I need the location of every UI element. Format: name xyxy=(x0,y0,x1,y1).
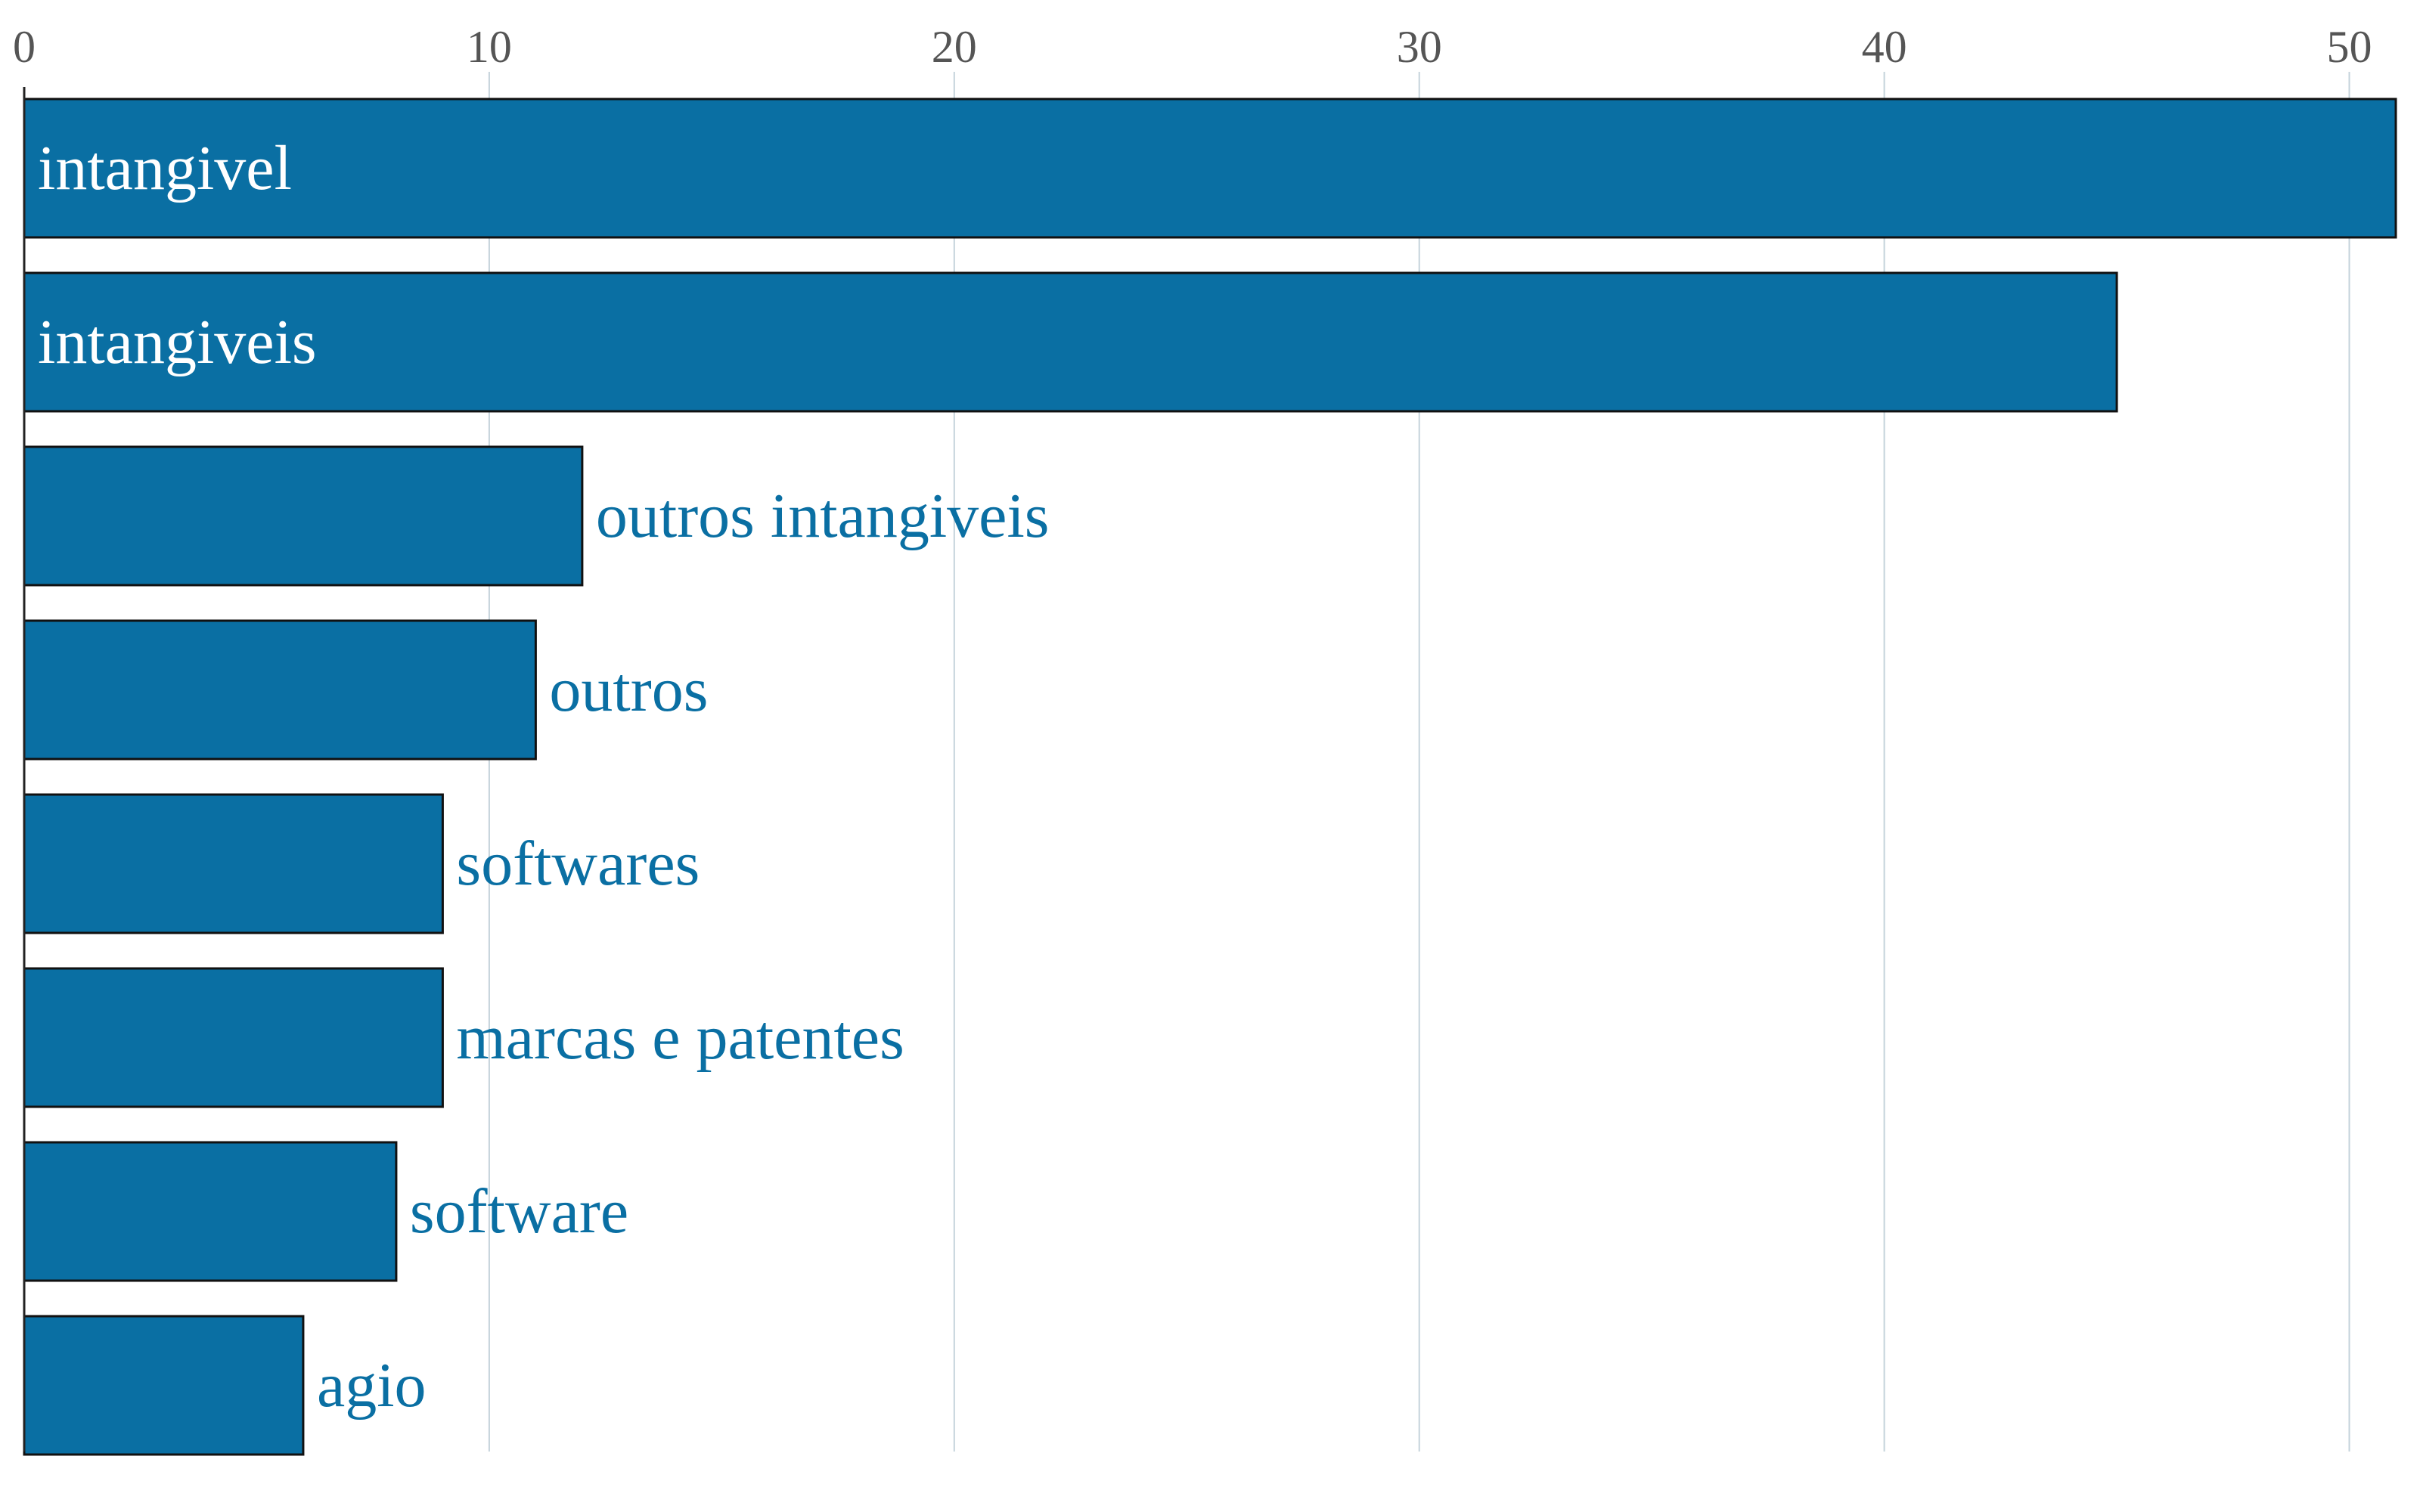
bar-3 xyxy=(23,619,537,761)
bar-label-2: outros intangiveis xyxy=(596,481,1050,551)
bar-label-6: software xyxy=(410,1176,628,1247)
x-tick-label-10: 10 xyxy=(467,22,512,72)
bar-1 xyxy=(23,271,2118,413)
x-tick-label-50: 50 xyxy=(2327,22,2372,72)
x-axis-ticks: 0 10 20 30 40 50 xyxy=(13,22,2372,72)
bar-7 xyxy=(23,1315,305,1456)
x-tick-label-20: 20 xyxy=(932,22,977,72)
bar-5 xyxy=(23,967,444,1108)
bar-label-3: outros xyxy=(549,655,708,725)
bar-label-0: intangivel xyxy=(38,133,292,203)
bar-2 xyxy=(23,445,584,587)
bars xyxy=(23,98,2397,1456)
bar-labels: intangivel intangiveis outros intangiveis o… xyxy=(38,133,1049,1421)
bar-4 xyxy=(23,793,444,934)
x-tick-label-40: 40 xyxy=(1862,22,1907,72)
x-tick-label-0: 0 xyxy=(13,22,36,72)
bar-label-4: softwares xyxy=(456,829,700,899)
bar-6 xyxy=(23,1141,398,1282)
bar-label-5: marcas e patentes xyxy=(456,1002,904,1073)
bar-label-1: intangiveis xyxy=(38,307,317,377)
x-tick-label-30: 30 xyxy=(1397,22,1442,72)
bar-0 xyxy=(23,98,2397,239)
bar-label-7: agio xyxy=(317,1350,427,1421)
